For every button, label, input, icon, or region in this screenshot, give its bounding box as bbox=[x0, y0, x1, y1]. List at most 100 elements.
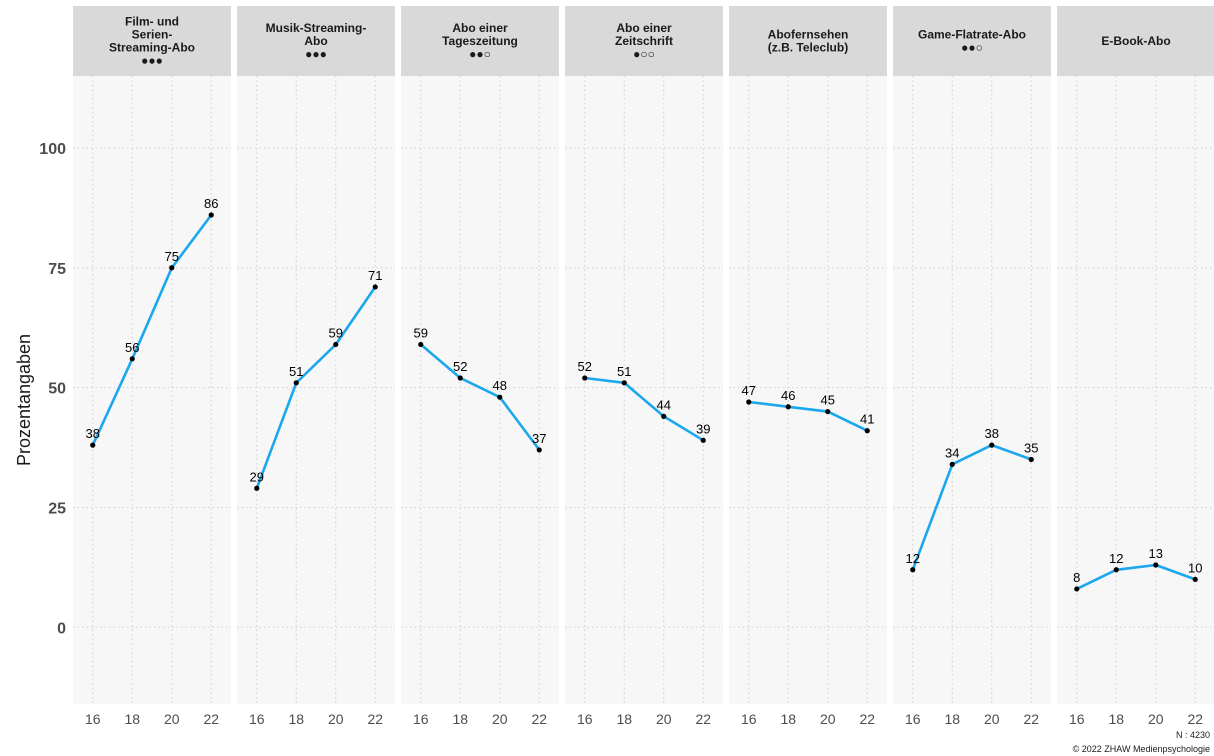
sample-size-caption: N : 4230 bbox=[1176, 730, 1210, 740]
facet-title-line: ●●● bbox=[305, 47, 327, 61]
panel-background bbox=[729, 76, 887, 704]
facet-strip bbox=[729, 6, 887, 76]
data-label: 13 bbox=[1149, 546, 1163, 561]
data-label: 71 bbox=[368, 268, 382, 283]
data-point bbox=[497, 394, 503, 400]
x-tick-label: 18 bbox=[124, 711, 140, 727]
data-label: 51 bbox=[289, 364, 303, 379]
data-point bbox=[621, 380, 627, 386]
data-point bbox=[1192, 576, 1198, 582]
series-line bbox=[911, 443, 1032, 571]
data-label: 59 bbox=[329, 325, 343, 340]
x-tick-label: 20 bbox=[656, 711, 672, 727]
x-tick-label: 16 bbox=[577, 711, 593, 727]
data-label: 8 bbox=[1073, 570, 1080, 585]
series-line bbox=[584, 376, 704, 442]
x-tick-label: 18 bbox=[452, 711, 468, 727]
data-point bbox=[785, 404, 791, 410]
x-tick-label: 22 bbox=[367, 711, 383, 727]
x-tick-label: 18 bbox=[616, 711, 632, 727]
data-point bbox=[418, 341, 424, 348]
facet-title-line: Film- und bbox=[125, 15, 179, 29]
data-label: 86 bbox=[204, 196, 218, 211]
data-label: 37 bbox=[532, 431, 546, 446]
x-tick-label: 22 bbox=[531, 711, 547, 727]
panel-background bbox=[1057, 76, 1214, 704]
facet-title-line: Musik-Streaming- bbox=[266, 21, 367, 35]
data-point bbox=[661, 413, 667, 419]
panel-background bbox=[73, 76, 231, 704]
facet-title-line: Abo einer bbox=[452, 21, 508, 35]
facet-strip bbox=[565, 6, 723, 76]
facet-title-line: (z.B. Teleclub) bbox=[768, 41, 848, 55]
data-label: 56 bbox=[125, 340, 139, 355]
copyright-caption: © 2022 ZHAW Medienpsychologie bbox=[1073, 744, 1210, 754]
data-label: 41 bbox=[860, 412, 874, 427]
data-point bbox=[1153, 562, 1159, 568]
facet-title-line: Serien- bbox=[132, 28, 173, 42]
data-point bbox=[910, 567, 916, 573]
facet-strip bbox=[893, 6, 1051, 76]
data-label: 44 bbox=[657, 397, 671, 412]
data-point bbox=[254, 485, 260, 491]
x-tick-label: 16 bbox=[85, 711, 101, 727]
series-line bbox=[748, 400, 868, 432]
data-label: 75 bbox=[165, 249, 179, 264]
y-tick-label: 0 bbox=[57, 620, 66, 637]
data-point bbox=[457, 375, 463, 381]
facet-title-line: Abofernsehen bbox=[768, 28, 849, 42]
panel-background bbox=[893, 76, 1051, 704]
data-point bbox=[700, 437, 706, 443]
x-tick-label: 18 bbox=[288, 711, 304, 727]
facet-title-line: Tageszeitung bbox=[442, 34, 518, 48]
data-point bbox=[949, 461, 955, 467]
y-tick-label: 100 bbox=[39, 141, 66, 158]
x-tick-label: 22 bbox=[859, 711, 875, 727]
data-label: 48 bbox=[493, 378, 507, 393]
data-point bbox=[372, 284, 378, 290]
facet-title-line: ●●● bbox=[141, 54, 163, 68]
facet-title-line: Game-Flatrate-Abo bbox=[918, 28, 1026, 42]
data-point bbox=[333, 341, 339, 348]
facet-title-line: ●●○ bbox=[961, 41, 983, 55]
facet-strip bbox=[73, 6, 231, 76]
data-label: 35 bbox=[1024, 441, 1038, 456]
data-point bbox=[864, 428, 870, 434]
data-point bbox=[129, 356, 135, 362]
data-label: 12 bbox=[906, 551, 920, 566]
facet-panel: E-Book-Abo 16 18 20 22 8 12 13 10 bbox=[1057, 6, 1214, 727]
x-tick-label: 20 bbox=[984, 711, 1000, 727]
data-point bbox=[169, 265, 175, 271]
x-tick-label: 16 bbox=[905, 711, 921, 727]
y-tick-label: 75 bbox=[48, 261, 66, 278]
facet-title-line: Zeitschrift bbox=[615, 34, 673, 48]
panel-background bbox=[401, 76, 559, 704]
x-tick-label: 16 bbox=[741, 711, 757, 727]
data-point bbox=[536, 447, 542, 453]
data-label: 39 bbox=[696, 421, 710, 436]
panel-background bbox=[237, 76, 395, 704]
x-tick-label: 20 bbox=[328, 711, 344, 727]
x-tick-label: 16 bbox=[1069, 711, 1085, 727]
facet-panel: Game-Flatrate-Abo●●○ 16 18 20 22 12 34 38 35 bbox=[893, 6, 1051, 727]
data-point bbox=[90, 442, 96, 448]
x-tick-label: 22 bbox=[203, 711, 219, 727]
data-point bbox=[1028, 456, 1034, 463]
data-point bbox=[1074, 586, 1080, 592]
series-line bbox=[419, 343, 541, 451]
x-tick-label: 22 bbox=[1187, 711, 1203, 727]
data-point bbox=[293, 380, 299, 386]
series-line bbox=[91, 214, 213, 446]
x-tick-label: 20 bbox=[492, 711, 508, 727]
data-point bbox=[746, 399, 752, 405]
y-tick-label: 25 bbox=[48, 500, 66, 517]
data-point bbox=[1113, 567, 1119, 573]
y-axis-title: Prozentangaben bbox=[14, 334, 34, 466]
facet-title-line: Abo einer bbox=[616, 21, 672, 35]
facet-strip bbox=[401, 6, 559, 76]
data-label: 51 bbox=[617, 364, 631, 379]
